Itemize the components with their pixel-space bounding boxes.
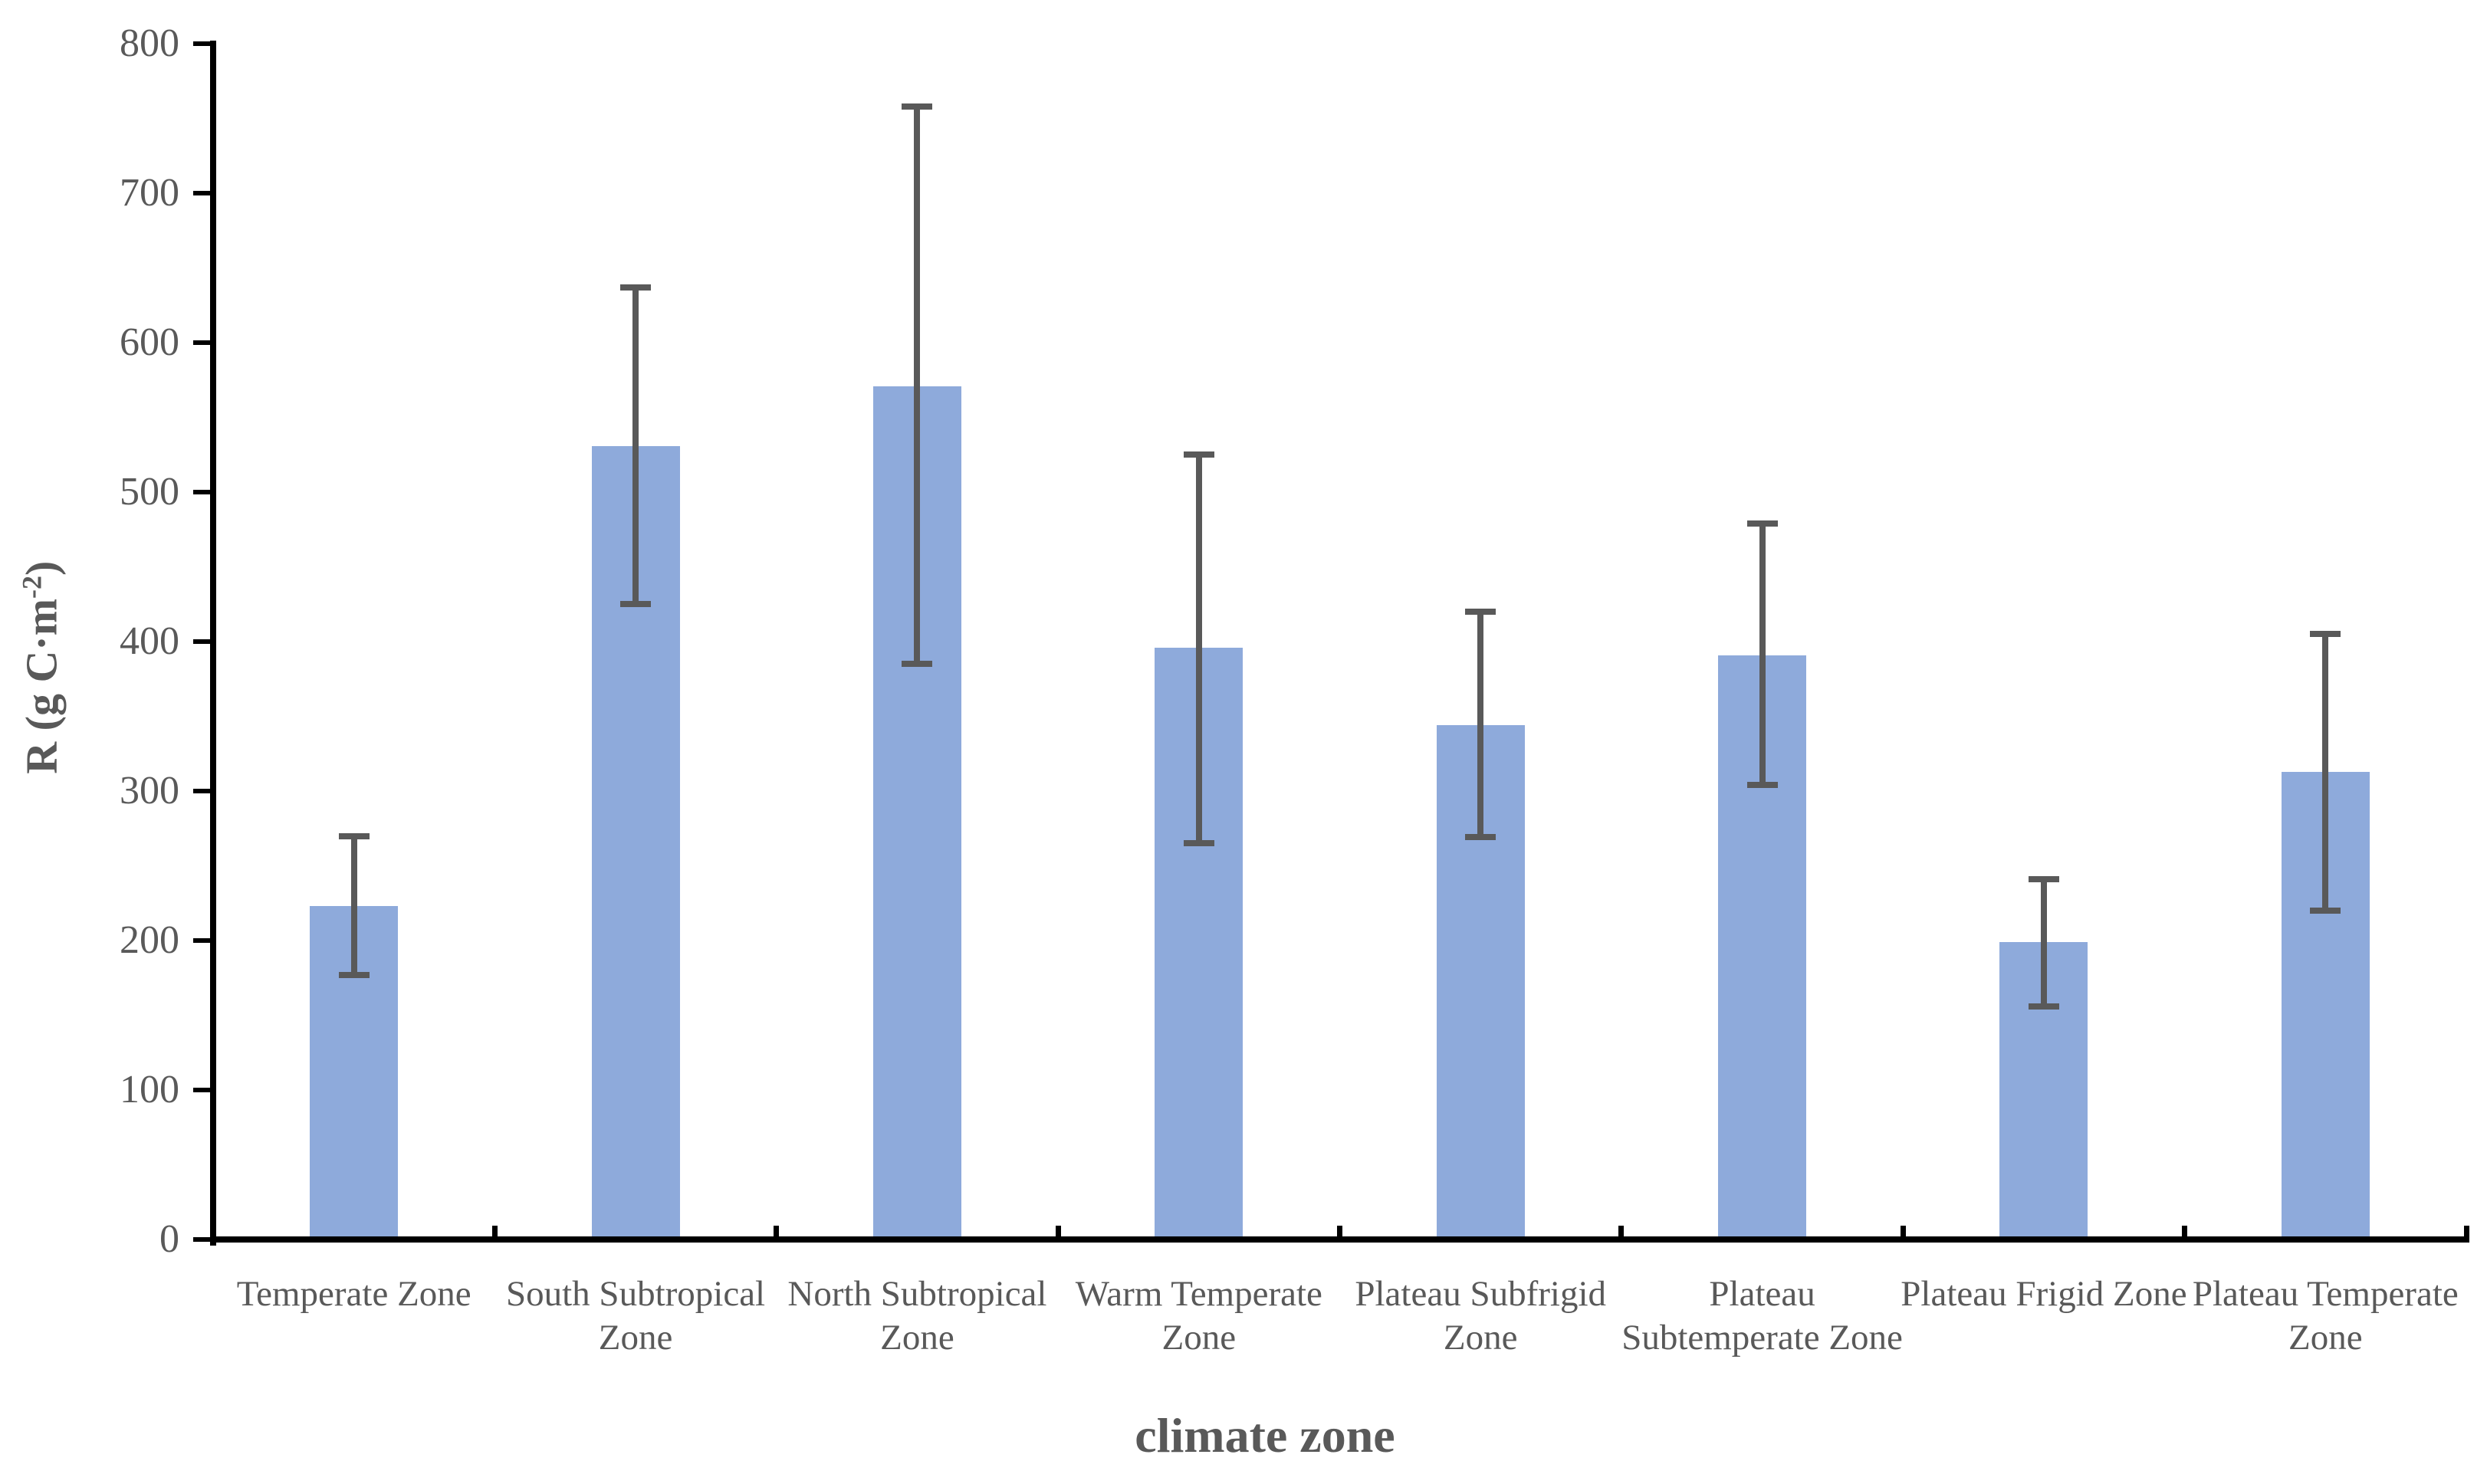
error-bar-cap-top	[2310, 631, 2341, 638]
y-tick-label: 300	[120, 769, 179, 813]
y-tick-label: 200	[120, 918, 179, 962]
y-tick-label: 800	[120, 21, 179, 65]
x-category-label-line: Plateau	[1709, 1274, 1815, 1314]
y-tick-label: 400	[120, 619, 179, 663]
x-axis-title: climate zone	[1135, 1408, 1395, 1463]
y-axis-title-superscript: -2	[16, 575, 48, 599]
y-axis-tick	[193, 938, 210, 943]
x-category-label: Temperate Zone	[182, 1272, 525, 1316]
error-bar-cap-top	[1183, 451, 1214, 458]
x-category-label-line: Plateau Frigid Zone	[1901, 1274, 2187, 1314]
error-bar-cap-top	[1746, 520, 1778, 527]
x-axis-category-tick	[2463, 1226, 2469, 1236]
y-tick-label: 0	[159, 1217, 179, 1261]
x-category-label-line: Zone	[880, 1318, 954, 1358]
error-bar-cap-bottom	[2310, 908, 2341, 914]
y-tick-label: 500	[120, 470, 179, 514]
error-bar-cap-top	[338, 832, 370, 839]
error-bar-cap-top	[2028, 876, 2059, 883]
x-category-label-line: Warm Temperate	[1075, 1274, 1322, 1314]
error-bar-cap-bottom	[338, 971, 370, 978]
error-bar-line	[914, 106, 921, 665]
error-bar-line	[632, 287, 639, 605]
x-category-label-line: Plateau Subfrigid	[1355, 1274, 1607, 1314]
x-category-label-line: Temperate Zone	[236, 1274, 471, 1314]
y-tick-label: 600	[120, 320, 179, 364]
y-axis-tick	[193, 639, 210, 644]
x-category-label-line: Zone	[1161, 1318, 1237, 1358]
x-category-label: Plateau Subtemperate Zone	[1591, 1272, 1933, 1360]
y-axis-title-suffix: )	[16, 560, 67, 576]
error-bar-cap-bottom	[1183, 840, 1214, 847]
error-bar-line	[2040, 879, 2047, 1006]
y-tick-label: 100	[120, 1068, 179, 1111]
x-axis-category-tick	[491, 1226, 498, 1236]
error-bar-cap-bottom	[2028, 1003, 2059, 1010]
x-category-label-line: Zone	[2288, 1318, 2363, 1358]
x-category-label-line: Subtemperate Zone	[1621, 1318, 1903, 1358]
y-axis-tick	[193, 1237, 210, 1242]
x-category-label: Warm Temperate Zone	[1027, 1272, 1370, 1360]
y-tick-label: 700	[120, 171, 179, 215]
y-axis-tick	[193, 191, 210, 195]
x-axis-line	[210, 1236, 2469, 1243]
y-axis-tick	[193, 41, 210, 46]
x-category-label-line: Zone	[1443, 1318, 1518, 1358]
x-category-label: North Subtropical Zone	[746, 1272, 1089, 1360]
y-axis-title-prefix: R (g C·m	[16, 598, 67, 774]
error-bar-line	[1477, 612, 1484, 838]
error-bar-cap-bottom	[620, 601, 652, 608]
x-axis-category-tick	[1618, 1226, 1625, 1236]
error-bar-line	[350, 836, 357, 975]
x-axis-category-tick	[2182, 1226, 2188, 1236]
y-axis-tick	[193, 490, 210, 494]
x-axis-category-tick	[1900, 1226, 1906, 1236]
x-axis-category-tick	[1055, 1226, 1061, 1236]
error-bar-cap-top	[1465, 609, 1496, 615]
y-axis-tick	[193, 1088, 210, 1092]
x-axis-category-tick	[1337, 1226, 1342, 1236]
x-category-label-line: Plateau Temperate	[2192, 1274, 2459, 1314]
y-axis-line	[210, 41, 216, 1246]
x-category-label: South Subtropical Zone	[464, 1272, 807, 1360]
error-bar-cap-bottom	[1746, 782, 1778, 789]
x-category-label-line: Zone	[598, 1318, 673, 1358]
error-bar-line	[2322, 634, 2329, 911]
y-axis-title: R (g C·m-2)	[15, 422, 67, 913]
error-bar-cap-top	[902, 103, 933, 110]
x-category-label: Plateau Subfrigid Zone	[1309, 1272, 1652, 1360]
error-bar-cap-bottom	[1465, 834, 1496, 841]
x-category-label: Plateau Temperate Zone	[2154, 1272, 2487, 1360]
y-axis-tick	[193, 789, 210, 793]
x-category-label: Plateau Frigid Zone	[1872, 1272, 2215, 1316]
x-category-label-line: South Subtropical	[505, 1274, 766, 1314]
error-bar-cap-bottom	[902, 661, 933, 668]
error-bar-line	[1759, 523, 1766, 786]
error-bar-cap-top	[620, 284, 652, 291]
x-axis-category-tick	[774, 1226, 780, 1236]
y-axis-tick	[193, 340, 210, 345]
x-category-label-line: North Subtropical	[787, 1274, 1047, 1314]
error-bar-line	[1195, 455, 1202, 844]
